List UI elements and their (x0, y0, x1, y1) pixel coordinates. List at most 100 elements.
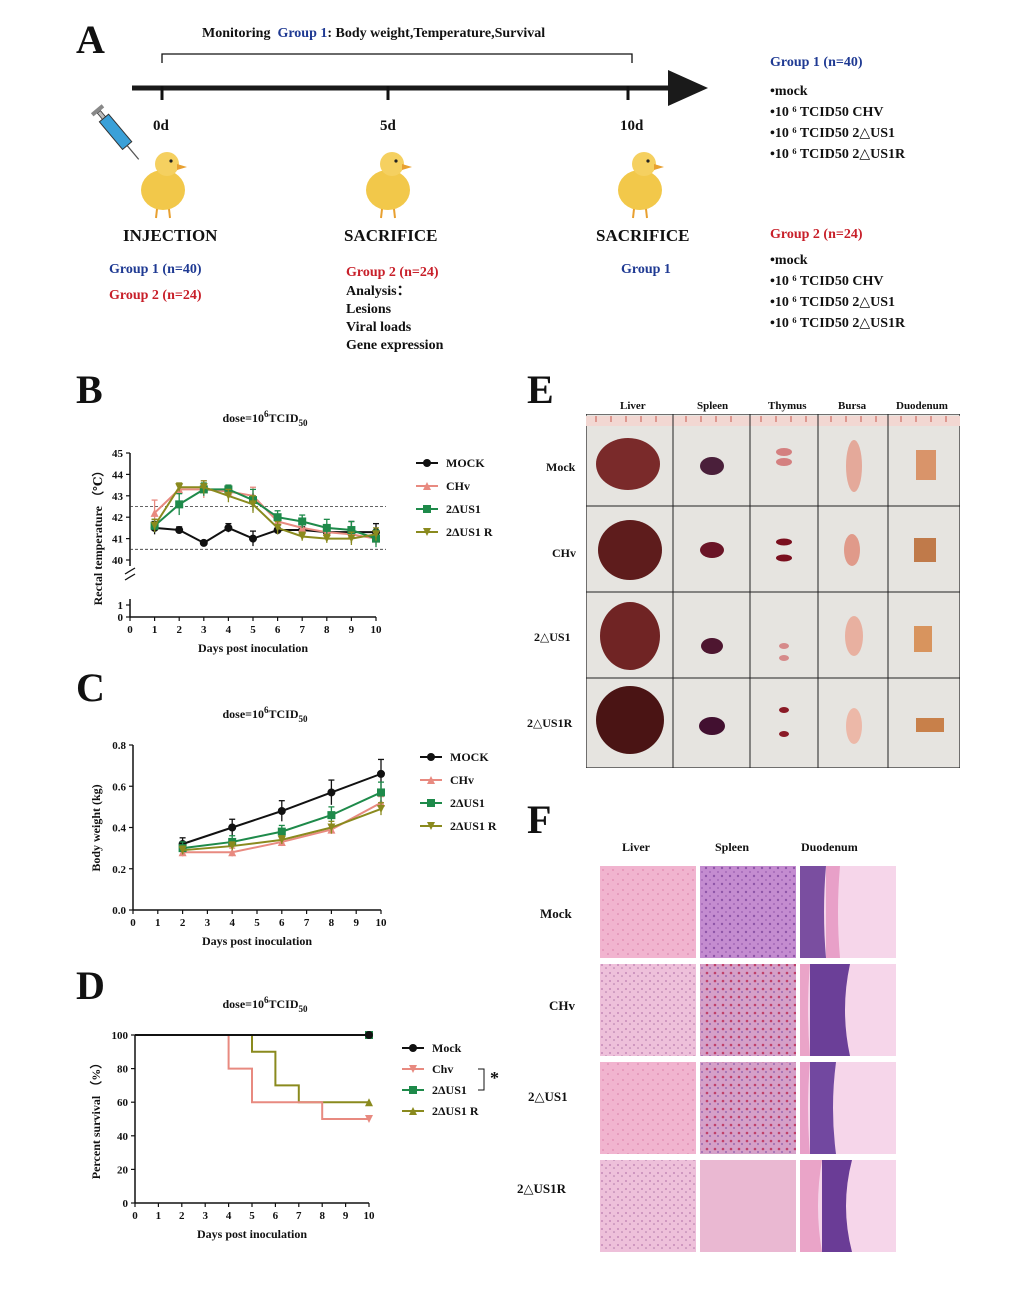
legend-label: 2ΔUS1 (450, 796, 485, 810)
duckling-icon (366, 152, 412, 219)
gross-col-liver: Liver (620, 400, 646, 412)
histo-row (600, 964, 896, 1056)
x-tick-label: 4 (226, 1210, 232, 1222)
liver-photo (596, 686, 664, 754)
data-point (322, 534, 331, 543)
legend-marker (409, 1044, 417, 1052)
x-tick-label: 10 (376, 917, 388, 929)
legend-marker (427, 776, 435, 784)
legend-label: 2ΔUS1 R (446, 525, 493, 539)
y-tick-label: 0.8 (112, 740, 126, 752)
x-tick-label: 10 (371, 624, 383, 636)
x-tick-label: 9 (353, 917, 359, 929)
legend-marker (423, 482, 431, 490)
thymus-photo (779, 731, 789, 737)
data-point (175, 483, 184, 492)
y-tick-label: 40 (117, 1131, 129, 1143)
liver-histology (600, 866, 696, 958)
data-point (327, 823, 336, 832)
x-tick-label: 7 (304, 917, 310, 929)
x-tick-label: 3 (202, 1210, 208, 1222)
legend-marker (423, 459, 431, 467)
x-tick-label: 6 (275, 624, 281, 636)
y-tick-label: 0 (123, 1198, 129, 1210)
legend-marker (427, 799, 435, 807)
histology-grid (600, 866, 896, 1252)
panel-label-c: C (76, 665, 105, 710)
histo-row (600, 1062, 896, 1154)
bursa-photo (844, 534, 860, 566)
monitoring-prefix: Monitoring (202, 26, 271, 41)
monitoring-caption: Monitoring Group 1: Body weight,Temperat… (202, 26, 545, 42)
thymus-photo (776, 538, 792, 546)
x-tick-label: 0 (132, 1210, 138, 1222)
y-tick-label: 43 (112, 491, 124, 503)
gross-lesion-grid (586, 414, 960, 768)
data-point (277, 807, 286, 815)
y-tick-label: 40 (112, 555, 124, 567)
analysis-line: Lesions (346, 302, 392, 317)
end-marker (365, 1098, 373, 1107)
gross-col-bursa: Bursa (838, 400, 867, 412)
timepoint-10d: 10d (620, 118, 644, 134)
x-tick-label: 2 (180, 917, 186, 929)
legend-marker (409, 1086, 417, 1094)
liver-histology (600, 1160, 696, 1252)
syringe-icon (90, 104, 140, 160)
x-tick-label: 6 (279, 917, 285, 929)
group2-legend-title: Group 2 (n=24) (770, 227, 863, 242)
x-tick-label: 1 (155, 917, 161, 929)
data-point (322, 523, 331, 532)
x-tick-label: 3 (205, 917, 211, 929)
y-tick-label: 100 (112, 1030, 129, 1042)
data-point (228, 842, 237, 851)
data-point (150, 508, 159, 517)
group2-legend: Group 2 (n=24) •mock •10 ⁶ TCID50 CHV •1… (770, 224, 905, 334)
legend-label: MOCK (446, 456, 485, 470)
y-tick-label: 0 (118, 612, 124, 624)
x-tick-label: 7 (296, 1210, 302, 1222)
legend-label: MOCK (450, 750, 489, 764)
chart-title: dose=106TCID50 (222, 409, 308, 428)
x-tick-label: 4 (226, 624, 232, 636)
ruler-strip (586, 416, 960, 426)
x-tick-label: 7 (299, 624, 305, 636)
monitoring-suffix: : Body weight,Temperature,Survival (327, 26, 546, 41)
bursa-photo (846, 440, 862, 492)
histo-row-us1r: 2△US1R (517, 1181, 567, 1196)
liver-photo (596, 438, 660, 490)
group2-legend-item: •10 ⁶ TCID50 2△US1 (770, 295, 896, 310)
legend-label: 2ΔUS1 (432, 1083, 467, 1097)
timeline-svg (90, 53, 708, 219)
spleen-histology (700, 1062, 796, 1154)
duodenum-photo (916, 718, 944, 732)
data-point (228, 848, 237, 857)
sacrifice10-group: Group 1 (621, 262, 671, 277)
injection-group1: Group 1 (n=40) (109, 262, 202, 277)
group2-legend-item: •mock (770, 253, 808, 268)
data-point (277, 835, 286, 844)
x-tick-label: 5 (250, 624, 256, 636)
timeline-arrowhead (668, 70, 708, 106)
thymus-photo (776, 554, 792, 562)
data-point (273, 523, 282, 532)
x-tick-label: 3 (201, 624, 207, 636)
x-tick-label: 9 (343, 1210, 349, 1222)
spleen-histology (700, 1160, 796, 1252)
x-tick-label: 6 (273, 1210, 279, 1222)
legend-label: Mock (432, 1041, 462, 1055)
data-point (347, 534, 356, 543)
group1-legend-item: •10 ⁶ TCID50 2△US1R (770, 147, 906, 162)
timepoint-0d: 0d (153, 118, 169, 134)
analysis-line: Viral loads (346, 320, 412, 335)
thymus-photo (776, 448, 792, 456)
chart-title: dose=106TCID50 (222, 995, 308, 1014)
sacrifice5-title: SACRIFICE (344, 226, 438, 245)
x-tick-label: 1 (156, 1210, 162, 1222)
y-tick-label: 44 (112, 469, 124, 481)
x-tick-label: 8 (324, 624, 330, 636)
histo-row (600, 866, 896, 958)
panel-label-a: A (76, 17, 105, 62)
histo-row-chv: CHv (549, 998, 575, 1013)
